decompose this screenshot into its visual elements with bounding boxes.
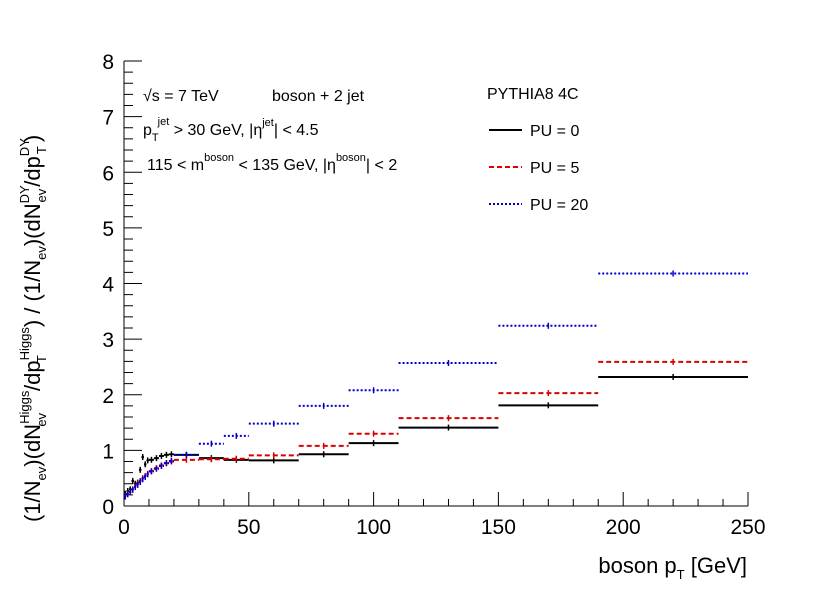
y-tick-label: 8	[102, 51, 114, 74]
annotation-energy: √s = 7 TeV	[143, 88, 219, 105]
x-axis-tick-labels: 0 50 100 150 200 250	[118, 516, 765, 539]
annotation-mass-c: | < 2	[366, 157, 397, 174]
annotation-topology: boson + 2 jet	[272, 88, 365, 105]
annotation-mass-a: 115 < m	[147, 157, 204, 174]
y-axis-title: (1/Nev)(dNHiggs ev/dpHiggs T) / (1/Nev)(dN…	[17, 135, 49, 522]
y-title-f-sub: T	[34, 146, 49, 154]
y-title-b-sup: Higgs	[17, 390, 32, 424]
x-tick-label: 0	[118, 516, 130, 539]
y-title-e-sub: ev	[34, 188, 49, 202]
y-title-b: )(dN	[20, 424, 45, 467]
x-axis-title-unit: [GeV]	[691, 553, 747, 578]
y-axis-tick-labels: 0 1 2 3 4 5 6 7 8	[102, 51, 114, 519]
y-tick-label: 6	[102, 162, 114, 185]
legend-header: PYTHIA8 4C	[487, 86, 579, 103]
annotation-mass-sup: boson	[204, 152, 234, 164]
y-tick-label: 3	[102, 329, 114, 352]
y-tick-label: 7	[102, 107, 114, 130]
annotation-eta-sup: jet	[261, 117, 274, 129]
legend-label: PU = 20	[530, 197, 588, 214]
y-title-a-sub: ev	[34, 466, 49, 480]
annotation-mass-b: < 135 GeV, |η	[234, 157, 336, 174]
annotation-pt-sup: jet	[157, 116, 170, 128]
y-title-f-sup: DY	[17, 138, 32, 156]
y-title-c-sub: T	[34, 355, 49, 363]
legend: PYTHIA8 4C PU = 0 PU = 5 PU = 20	[487, 86, 588, 214]
y-title-d: ) / (1/N	[20, 260, 45, 327]
annotation-jet-cuts: pTjet > 30 GeV, |ηjet| < 4.5	[143, 116, 319, 144]
y-title-g: )	[20, 135, 45, 142]
y-title-e-sup: DY	[17, 185, 32, 203]
annotation-sqrt-s: √s	[143, 88, 160, 105]
legend-items: PU = 0 PU = 5 PU = 20	[489, 123, 588, 214]
y-title-d-sub: ev	[34, 246, 49, 260]
x-axis-title-sub: T	[677, 567, 685, 582]
x-tick-label: 200	[606, 516, 641, 539]
series-1	[124, 373, 748, 497]
series-layer	[124, 270, 748, 500]
annotation-pt-sub: T	[152, 132, 159, 144]
x-axis-ticks	[123, 492, 749, 506]
y-title-b-sub: ev	[34, 412, 49, 426]
y-title-c: /dp	[20, 360, 45, 391]
x-axis-title: boson pT [GeV]	[598, 553, 747, 582]
y-axis-ticks	[124, 60, 142, 507]
y-title-a: (1/N	[20, 480, 45, 522]
annotation-jet-end: | < 4.5	[274, 122, 319, 139]
x-axis-title-main: boson p	[598, 553, 676, 578]
x-tick-label: 100	[356, 516, 391, 539]
annotation-eta-boson-sup: boson	[336, 152, 366, 164]
annotation-jet-mid: > 30 GeV, |η	[169, 122, 262, 139]
annotation-energy-value: = 7 TeV	[160, 88, 219, 105]
y-tick-label: 1	[102, 440, 114, 463]
y-title-e: )(dN	[20, 203, 45, 246]
annotation-pt: p	[143, 122, 152, 139]
annotation-boson-cuts: 115 < mboson < 135 GeV, |ηboson| < 2	[147, 152, 397, 174]
x-tick-label: 250	[730, 516, 765, 539]
x-tick-label: 50	[237, 516, 260, 539]
legend-label: PU = 5	[530, 160, 579, 177]
y-tick-label: 4	[102, 274, 114, 297]
y-title-f: /dp	[20, 156, 45, 187]
y-tick-label: 2	[102, 385, 114, 408]
y-tick-label: 5	[102, 218, 114, 241]
y-tick-label: 0	[102, 496, 114, 519]
x-tick-label: 150	[481, 516, 516, 539]
legend-label: PU = 0	[530, 123, 579, 140]
y-title-c-sup: Higgs	[17, 327, 32, 361]
series-3	[124, 270, 748, 500]
